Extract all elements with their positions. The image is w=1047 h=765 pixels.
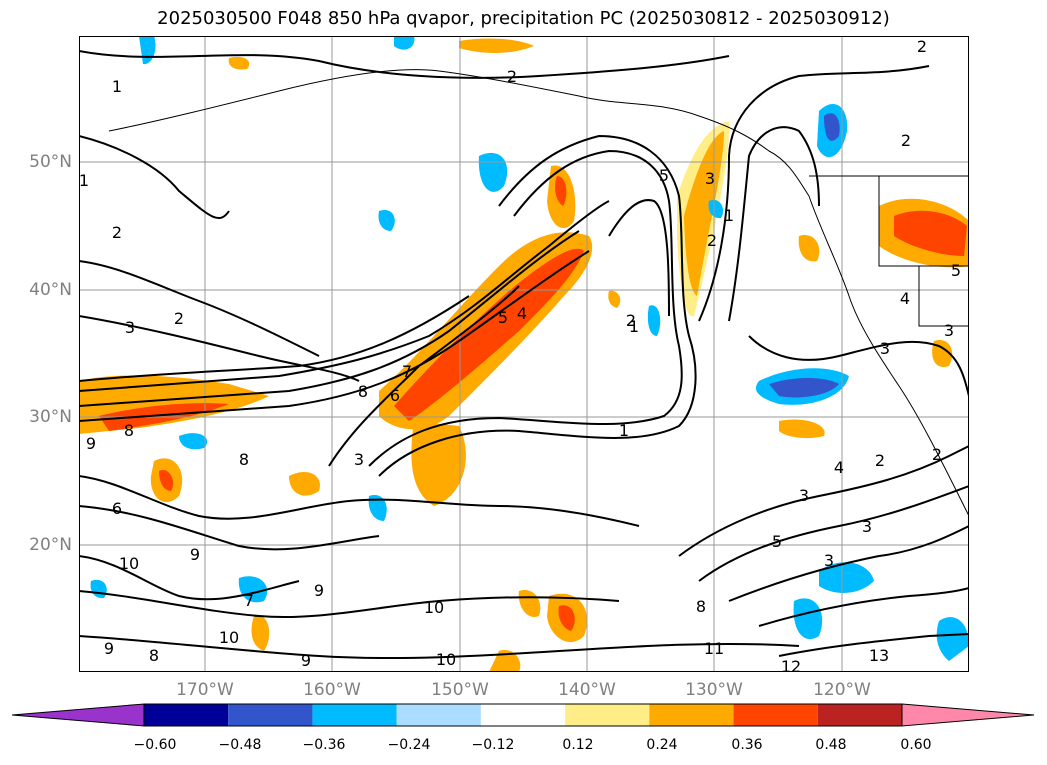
colorbar-tick-label: 0.60 xyxy=(900,737,932,753)
map-title: 2025030500 F048 850 hPa qvapor, precipit… xyxy=(157,8,890,29)
colorbar-segment xyxy=(228,704,313,726)
contour-label: 4 xyxy=(834,458,844,477)
colorbar-extend-high xyxy=(901,703,1035,727)
lat-label-30n: 30°N xyxy=(29,407,72,427)
contour-label: 3 xyxy=(354,450,364,469)
contour-label: 8 xyxy=(239,450,249,469)
contour-label: 11 xyxy=(704,639,724,658)
contour-label: 3 xyxy=(705,169,715,188)
lat-label-20n: 20°N xyxy=(29,535,72,555)
contour-label: 2 xyxy=(932,445,942,464)
colorbar-segment xyxy=(480,704,566,726)
colorbar-tick-label: −0.24 xyxy=(387,737,431,753)
colorbar-segment xyxy=(565,704,650,726)
colorbar-extend-low xyxy=(12,703,145,727)
contour-label: 9 xyxy=(314,581,324,600)
contour-label: 10 xyxy=(436,650,456,669)
contour-label: 4 xyxy=(900,289,910,308)
colorbar-tick-label: 0.48 xyxy=(815,737,847,753)
contour-label: 1 xyxy=(619,421,629,440)
lat-label-40n: 40°N xyxy=(29,280,72,300)
contour-label: 2 xyxy=(901,131,911,150)
contour-label: 2 xyxy=(112,223,122,242)
contour-label: 3 xyxy=(125,318,135,337)
contour-label: 9 xyxy=(190,545,200,564)
lat-label-50n: 50°N xyxy=(29,152,72,172)
graticule xyxy=(79,36,969,672)
lon-label-130w: 130°W xyxy=(685,680,743,700)
colorbar-tick-label: −0.60 xyxy=(133,737,177,753)
colorbar-outline xyxy=(143,703,903,727)
contour-label: 6 xyxy=(112,499,122,518)
contour-label: 1 xyxy=(79,171,89,190)
colorbar-tick-label: 0.36 xyxy=(731,737,763,753)
colorbar-tick-label: −0.48 xyxy=(218,737,262,753)
contour-label: 8 xyxy=(358,382,368,401)
colorbar-tick-label: −0.36 xyxy=(302,737,346,753)
lon-label-120w: 120°W xyxy=(813,680,871,700)
contour-label: 3 xyxy=(862,517,872,536)
colorbar-segment xyxy=(396,704,481,726)
contour-label: 3 xyxy=(880,339,890,358)
contour-label: 1 xyxy=(112,77,122,96)
contour-label: 2 xyxy=(507,67,517,86)
contour-label: 9 xyxy=(301,651,311,670)
contour-label: 10 xyxy=(424,598,444,617)
contour-label: 10 xyxy=(219,628,239,647)
colorbar-tick-label: 0.12 xyxy=(562,737,594,753)
colorbar-segment xyxy=(312,704,397,726)
contour-label: 2 xyxy=(626,311,636,330)
lon-label-170w: 170°W xyxy=(176,680,234,700)
lon-label-150w: 150°W xyxy=(431,680,489,700)
contour-label: 9 xyxy=(104,639,114,658)
contour-label: 2 xyxy=(917,37,927,56)
colorbar xyxy=(12,703,1035,727)
contour-label: 3 xyxy=(799,486,809,505)
contour-label: 7 xyxy=(244,591,254,610)
precip-negative-shading xyxy=(90,36,969,661)
precip-positive-shading xyxy=(79,38,969,672)
lon-label-160w: 160°W xyxy=(303,680,361,700)
contour-label: 5 xyxy=(772,532,782,551)
map-panel: 1 2 2 3 2 5 4 7 8 6 8 9 8 3 5 1 1 6 9 10… xyxy=(79,36,969,672)
contour-label: 10 xyxy=(119,554,139,573)
contour-label: 2 xyxy=(174,309,184,328)
contour-labels: 1 2 2 3 2 5 4 7 8 6 8 9 8 3 5 1 1 6 9 10… xyxy=(79,37,961,672)
contour-label: 6 xyxy=(390,386,400,405)
contour-label: 4 xyxy=(517,304,527,323)
contour-label: 3 xyxy=(944,321,954,340)
colorbar-segment xyxy=(817,704,902,726)
contour-label: 1 xyxy=(724,206,734,225)
colorbar-tick-label: 0.24 xyxy=(646,737,678,753)
colorbar-tick-label: −0.12 xyxy=(471,737,515,753)
contour-label: 5 xyxy=(659,166,669,185)
contour-label: 9 xyxy=(86,434,96,453)
contour-label: 2 xyxy=(707,231,717,250)
contour-label: 5 xyxy=(951,261,961,280)
contour-label: 3 xyxy=(824,551,834,570)
qvapor-contours xyxy=(79,50,969,660)
contour-label: 8 xyxy=(696,597,706,616)
contour-label: 2 xyxy=(875,451,885,470)
contour-label: 13 xyxy=(869,646,889,665)
contour-label: 7 xyxy=(402,362,412,381)
contour-label: 8 xyxy=(149,646,159,665)
contour-label: 8 xyxy=(124,421,134,440)
contour-label: 12 xyxy=(781,657,801,672)
colorbar-segment xyxy=(649,704,734,726)
colorbar-segment xyxy=(733,704,818,726)
coastlines xyxy=(108,69,969,517)
lon-label-140w: 140°W xyxy=(558,680,616,700)
contour-label: 1 xyxy=(629,317,639,336)
contour-label: 5 xyxy=(498,308,508,327)
colorbar-segment xyxy=(144,704,229,726)
